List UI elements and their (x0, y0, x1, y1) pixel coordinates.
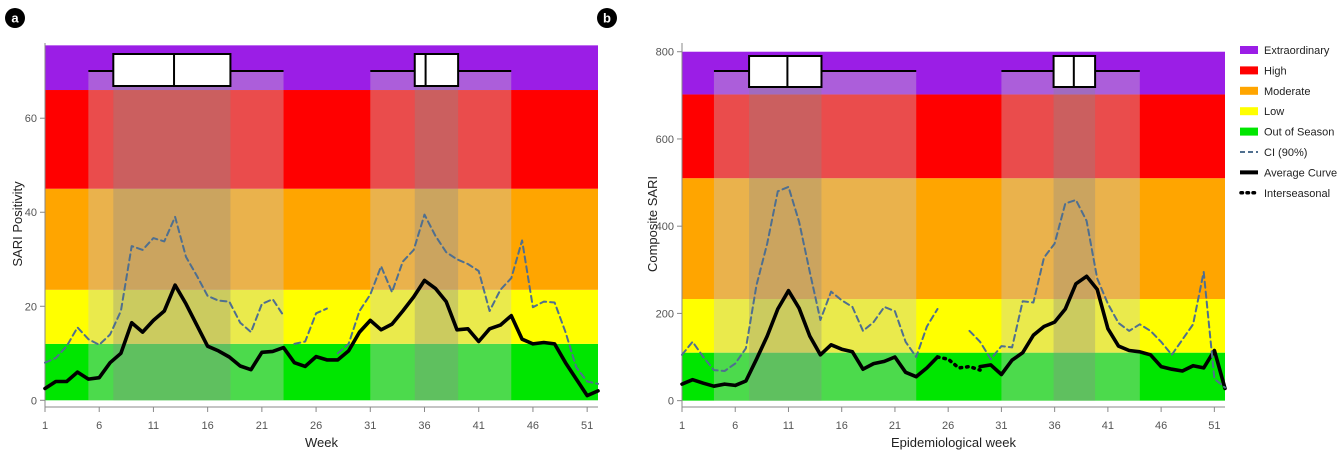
band-moderate (45, 188, 598, 290)
legend-label: Out of Season (1264, 127, 1334, 139)
season-box (413, 53, 460, 87)
series-ci-line (293, 307, 328, 345)
x-tick-label: 11 (783, 420, 794, 432)
band-moderate (682, 178, 1225, 300)
legend-swatch (1240, 107, 1258, 116)
x-tick-label: 11 (148, 420, 159, 432)
y-axis-title: Composite SARI (645, 176, 660, 272)
season-box (748, 55, 823, 88)
season-span-inner (113, 86, 231, 401)
y-tick-label: 0 (31, 395, 37, 407)
x-tick-label: 51 (581, 420, 593, 432)
series-ci-line (336, 213, 599, 385)
x-tick-label: 51 (1208, 420, 1220, 432)
x-tick-label: 6 (732, 420, 738, 432)
season-span-inner (414, 86, 459, 401)
panel-label: a (11, 11, 19, 26)
season-box (112, 53, 232, 87)
legend-label: Interseasonal (1264, 188, 1330, 200)
x-tick-label: 31 (995, 420, 1007, 432)
band-low (45, 289, 598, 344)
series-average-line (680, 288, 940, 389)
series-interseasonal-line (935, 355, 982, 372)
x-tick-label: 41 (473, 420, 485, 432)
x-axis-title: Epidemiological week (891, 435, 1017, 450)
y-tick-label: 20 (25, 301, 37, 313)
legend-label: Low (1264, 106, 1284, 118)
y-axis-title: SARI Positivity (10, 181, 25, 267)
panel-badge (597, 8, 617, 28)
season-span-outer (370, 71, 512, 401)
season-span-inner (1053, 87, 1096, 401)
x-tick-label: 1 (42, 420, 48, 432)
x-tick-label: 21 (889, 420, 901, 432)
season-span-outer (88, 71, 284, 401)
band-out-of-season (45, 343, 598, 401)
x-tick-label: 31 (364, 420, 376, 432)
x-tick-label: 16 (836, 420, 848, 432)
x-tick-label: 6 (96, 420, 102, 432)
panel-b: b1 6 11 16 21 26 31 36 41 46 510200400600800Epidem… (597, 8, 1337, 450)
y-tick-label: 600 (656, 134, 674, 146)
y-tick-label: 400 (656, 221, 674, 233)
x-tick-label: 16 (202, 420, 214, 432)
legend-label: Extraordinary (1264, 45, 1330, 57)
legend-label: High (1264, 65, 1287, 77)
x-tick-label: 46 (527, 420, 539, 432)
legend-swatch (1240, 86, 1258, 95)
x-tick-label: 26 (310, 420, 322, 432)
panel-label: b (603, 11, 611, 26)
legend-swatch (1240, 127, 1258, 136)
series-average-line (43, 278, 600, 398)
legend-label: Moderate (1264, 86, 1310, 98)
x-tick-label: 36 (418, 420, 430, 432)
y-tick-label: 40 (25, 207, 37, 219)
x-tick-label: 26 (942, 420, 954, 432)
x-axis-title: Week (305, 435, 338, 450)
x-tick-label: 1 (679, 420, 685, 432)
series-average-line (978, 274, 1227, 391)
series-ci-line (44, 215, 285, 364)
legend-swatch (1240, 66, 1258, 75)
band-high (45, 90, 598, 189)
series-ci-line (968, 199, 1226, 389)
band-high (682, 94, 1225, 179)
x-tick-label: 21 (256, 420, 268, 432)
y-tick-label: 200 (656, 308, 674, 320)
band-out-of-season (682, 352, 1225, 401)
y-tick-label: 0 (668, 396, 674, 408)
series-ci-line (681, 185, 939, 372)
y-tick-label: 800 (656, 47, 674, 59)
legend: Extraordinary High Moderate Low Out of Seaso… (1239, 45, 1337, 200)
x-tick-label: 36 (1049, 420, 1061, 432)
legend-swatch (1240, 46, 1258, 54)
panel-badge (5, 8, 25, 28)
legend-label: Average Curve (1264, 167, 1337, 179)
x-tick-label: 46 (1155, 420, 1167, 432)
y-tick-label: 60 (25, 113, 37, 125)
legend-label: CI (90%) (1264, 147, 1307, 159)
x-tick-label: 41 (1102, 420, 1114, 432)
